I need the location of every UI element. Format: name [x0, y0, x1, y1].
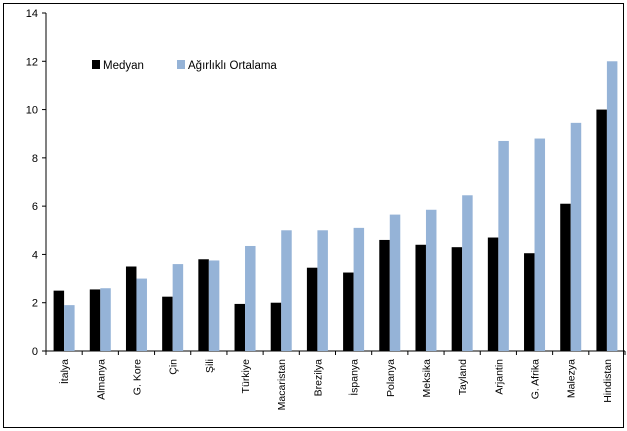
- bar-weighted-average: [64, 305, 75, 351]
- x-tick-label: Hindistan: [602, 359, 614, 403]
- x-tick-label: G. Afrika: [530, 359, 542, 399]
- bar-weighted-average: [136, 278, 147, 351]
- bar-weighted-average: [353, 227, 365, 351]
- bar-weighted-average: [317, 230, 328, 351]
- y-tick-label: 6: [32, 201, 38, 213]
- bar-median: [53, 290, 65, 351]
- bar-median: [415, 244, 426, 351]
- bar-median: [89, 289, 101, 351]
- x-tick-label: İtalya: [58, 359, 71, 384]
- x-tick-label: Malezya: [566, 359, 578, 398]
- legend-swatch: [92, 60, 100, 69]
- y-tick-label: 0: [32, 346, 38, 358]
- y-tick-label: 2: [32, 298, 38, 310]
- bar-median: [596, 109, 607, 351]
- x-tick-label: Tayland: [457, 359, 469, 395]
- bar-weighted-average: [208, 260, 220, 351]
- x-tick-label: Şili: [204, 359, 216, 373]
- legend-label: Medyan: [103, 60, 144, 72]
- bar-median: [125, 266, 137, 351]
- y-tick-label: 12: [26, 56, 38, 68]
- bar-median: [234, 303, 246, 351]
- bar-median: [379, 239, 390, 351]
- x-tick-label: Macaristan: [276, 359, 288, 411]
- bar-weighted-average: [389, 214, 401, 351]
- x-tick-label: Arjantin: [493, 359, 505, 395]
- legend-swatch: [177, 60, 185, 69]
- y-tick-label: 8: [32, 153, 38, 165]
- bar-median: [524, 253, 535, 351]
- bar-weighted-average: [462, 195, 473, 351]
- x-tick-label: Brezilya: [312, 359, 324, 397]
- y-axis: 0 2 4 6 8 10 12 14: [26, 8, 47, 358]
- y-tick-label: 14: [26, 8, 38, 20]
- bar-median: [198, 259, 209, 351]
- legend-label: Ağırlıklı Ortalama: [188, 60, 277, 72]
- bar-median: [270, 302, 282, 351]
- x-tick-label: G. Kore: [131, 359, 143, 395]
- bar-median: [306, 267, 318, 351]
- bar-weighted-average: [425, 209, 437, 351]
- bar-weighted-average: [570, 122, 582, 351]
- y-tick-label: 10: [26, 105, 38, 117]
- bar-median: [560, 203, 571, 351]
- bar-weighted-average: [498, 140, 509, 351]
- x-tick-label: Almanya: [95, 359, 107, 400]
- bar-median: [343, 272, 354, 351]
- bar-median: [487, 237, 499, 351]
- bar-median: [162, 296, 173, 351]
- x-tick-label: Türkiye: [240, 359, 252, 394]
- bars: [53, 61, 618, 352]
- outer-frame: [3, 3, 624, 428]
- x-tick-label: Polanya: [385, 359, 397, 397]
- x-tick-label: Meksika: [421, 359, 433, 398]
- x-tick-label: Çin: [168, 359, 180, 375]
- y-tick-label: 4: [32, 249, 38, 261]
- legend: Medyan Ağırlıklı Ortalama: [92, 60, 277, 72]
- bar-weighted-average: [172, 264, 184, 351]
- bar-weighted-average: [100, 288, 111, 351]
- bar-weighted-average: [534, 138, 546, 351]
- x-tick-label: İspanya: [348, 359, 361, 396]
- bar-weighted-average: [281, 230, 292, 351]
- bar-median: [451, 247, 463, 351]
- bar-weighted-average: [245, 245, 256, 351]
- bar-weighted-average: [606, 61, 618, 352]
